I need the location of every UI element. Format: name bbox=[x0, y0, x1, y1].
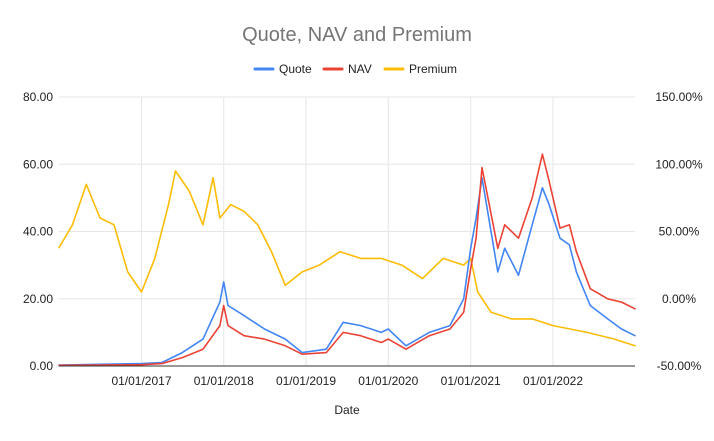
x-tick-label: 01/01/2020 bbox=[358, 374, 418, 388]
legend-label-premium: Premium bbox=[409, 62, 457, 76]
y-left-tick-label: 0.00 bbox=[30, 359, 54, 373]
x-tick-label: 01/01/2021 bbox=[441, 374, 501, 388]
y-left-tick-label: 60.00 bbox=[23, 157, 53, 171]
y-left-tick-label: 20.00 bbox=[23, 292, 53, 306]
legend: Quote NAV Premium bbox=[253, 62, 457, 76]
y-right-tick-label: 100.00% bbox=[655, 157, 703, 171]
y-left-tick-label: 40.00 bbox=[23, 225, 53, 239]
x-tick-label: 01/01/2017 bbox=[111, 374, 171, 388]
legend-item-quote[interactable]: Quote bbox=[253, 62, 312, 76]
x-tick-label: 01/01/2022 bbox=[523, 374, 583, 388]
series-layer bbox=[58, 153, 636, 367]
y-right-tick-label: 50.00% bbox=[659, 225, 700, 239]
chart-title: Quote, NAV and Premium bbox=[242, 24, 472, 46]
legend-label-nav: NAV bbox=[348, 62, 372, 76]
grid bbox=[59, 96, 635, 366]
x-axis-title: Date bbox=[334, 403, 360, 417]
series-line-premium bbox=[58, 170, 636, 347]
y-right-tick-label: 0.00% bbox=[662, 292, 696, 306]
y-right-tick-label: -50.00% bbox=[657, 359, 702, 373]
y-right-tick-label: 150.00% bbox=[655, 90, 703, 104]
y-left-tick-label: 80.00 bbox=[23, 90, 53, 104]
legend-item-premium[interactable]: Premium bbox=[383, 62, 457, 76]
series-line-nav bbox=[58, 153, 636, 367]
x-tick-label: 01/01/2018 bbox=[194, 374, 254, 388]
legend-item-nav[interactable]: NAV bbox=[322, 62, 372, 76]
x-tick-label: 01/01/2019 bbox=[276, 374, 336, 388]
axes: 0.00 20.00 40.00 60.00 80.00 -50.00% 0.00% 50.0… bbox=[23, 90, 703, 388]
series-line-quote bbox=[58, 176, 636, 366]
legend-label-quote: Quote bbox=[279, 62, 312, 76]
